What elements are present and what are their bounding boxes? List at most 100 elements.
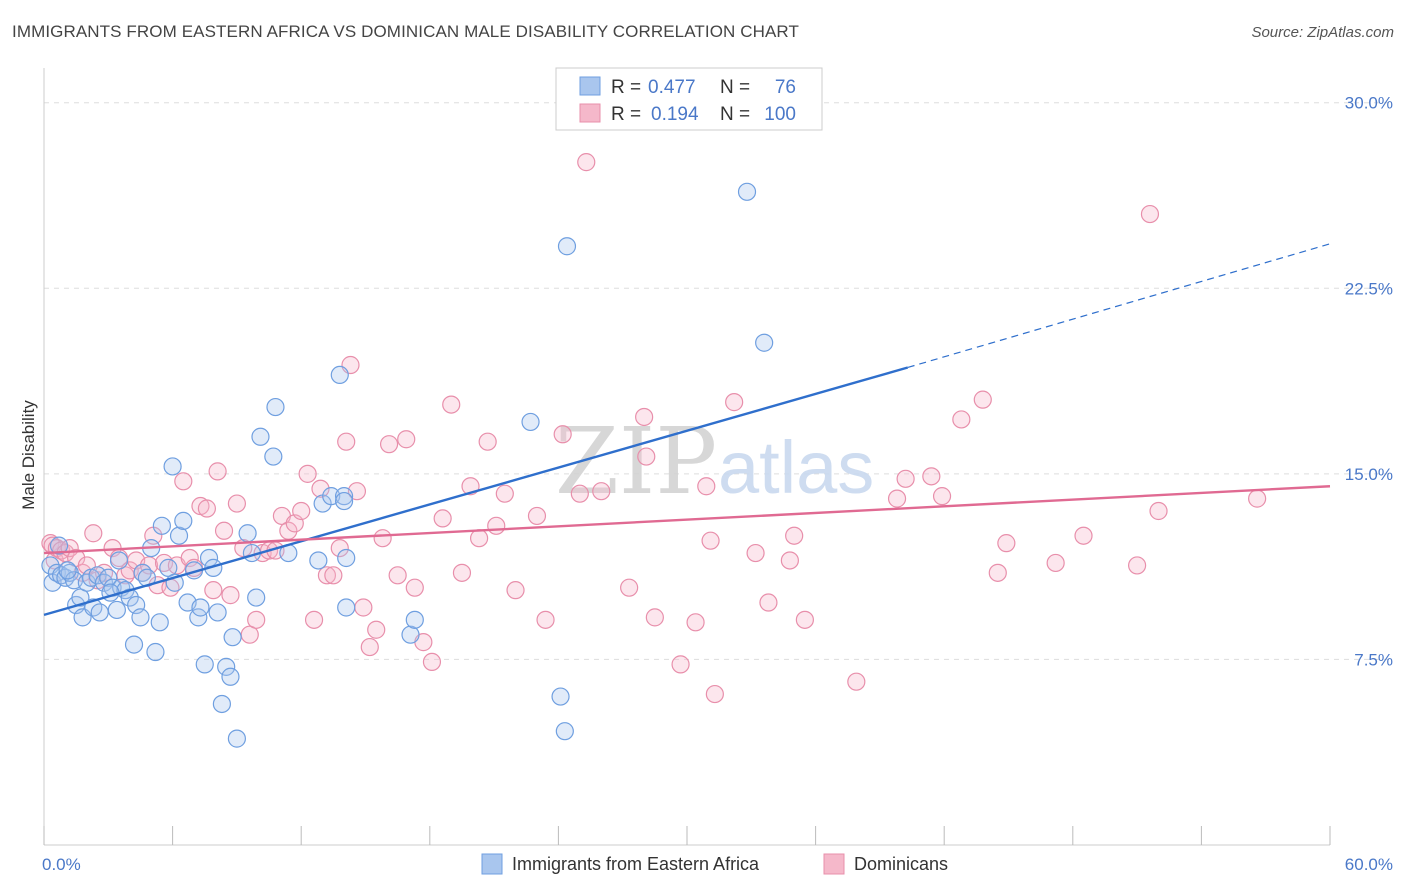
dominicans-point-84 bbox=[686, 613, 705, 632]
dominicans-point-59 bbox=[388, 566, 407, 585]
dominicans-point-72 bbox=[506, 581, 525, 600]
legend-r-value-1: 0.477 bbox=[648, 77, 696, 98]
eastern-africa-point-36 bbox=[174, 511, 193, 530]
dominicans-point-29 bbox=[197, 499, 216, 518]
dominicans-point-99 bbox=[952, 410, 971, 429]
dominicans-point-57 bbox=[373, 529, 392, 548]
dominicans-point-107 bbox=[1149, 501, 1168, 521]
dominicans-point-71 bbox=[495, 484, 514, 503]
eastern-africa-point-53 bbox=[251, 427, 270, 446]
eastern-africa-point-30 bbox=[150, 613, 169, 632]
y-tick-label-3: 30.0% bbox=[1345, 94, 1393, 113]
tick-labels: 7.5% 15.0% 22.5% 30.0% 0.0% 60.0% bbox=[42, 94, 1393, 874]
eastern-africa-point-60 bbox=[330, 365, 349, 385]
legend-r-label-2: R = bbox=[611, 104, 641, 125]
dominicans-point-98 bbox=[932, 487, 952, 506]
eastern-africa-point-41 bbox=[195, 655, 214, 674]
dominicans-point-96 bbox=[896, 469, 915, 488]
dominicans-point-64 bbox=[433, 509, 452, 528]
legend-n-label-1: N = bbox=[720, 77, 750, 98]
dominicans-point-90 bbox=[759, 593, 778, 612]
dominicans-point-73 bbox=[527, 506, 547, 526]
top-legend: R = 0.477 N = 76 R = 0.194 N = 100 bbox=[555, 67, 823, 131]
eastern-africa-point-16 bbox=[99, 568, 118, 587]
eastern-africa-point-64 bbox=[401, 625, 420, 644]
legend-n-value-1: 76 bbox=[775, 77, 796, 98]
eastern-africa-point-50 bbox=[238, 524, 257, 543]
dominicans-point-74 bbox=[536, 610, 555, 629]
eastern-africa-point-52 bbox=[247, 588, 266, 607]
dominicans-point-30 bbox=[204, 581, 223, 600]
eastern-africa-point-72 bbox=[49, 536, 69, 555]
dominicans-point-61 bbox=[405, 578, 424, 597]
dominicans-point-50 bbox=[330, 538, 349, 558]
eastern-africa-point-14 bbox=[90, 603, 109, 622]
dominicans-point-89 bbox=[746, 543, 765, 563]
dominicans-point-78 bbox=[592, 482, 611, 501]
dominicans-point-25 bbox=[174, 472, 193, 491]
bottom-legend-swatch-blue bbox=[481, 853, 503, 875]
dominicans-point-91 bbox=[780, 551, 799, 570]
dominicans-point-82 bbox=[645, 608, 664, 627]
eastern-africa-point-57 bbox=[309, 551, 328, 570]
dominicans-point-49 bbox=[324, 566, 343, 585]
dominicans-point-83 bbox=[671, 655, 690, 674]
dominicans-point-68 bbox=[469, 529, 489, 548]
eastern-africa-point-67 bbox=[551, 687, 570, 706]
eastern-africa-point-22 bbox=[120, 588, 139, 607]
eastern-africa-points bbox=[41, 182, 774, 748]
dominicans-point-70 bbox=[487, 516, 506, 535]
dominicans-point-63 bbox=[422, 652, 442, 672]
dominicans-point-58 bbox=[379, 435, 399, 454]
eastern-africa-point-73 bbox=[58, 561, 77, 580]
dominicans-point-85 bbox=[697, 477, 716, 496]
eastern-africa-point-66 bbox=[521, 412, 540, 432]
eastern-africa-point-35 bbox=[169, 526, 189, 545]
dominicans-point-100 bbox=[973, 390, 992, 409]
dominicans-point-32 bbox=[214, 521, 234, 540]
dominicans-point-56 bbox=[367, 620, 386, 639]
eastern-africa-point-71 bbox=[755, 333, 774, 352]
dominicans-point-94 bbox=[847, 672, 866, 691]
dominicans-point-60 bbox=[397, 430, 416, 449]
dominicans-point-81 bbox=[637, 447, 656, 466]
x-tick-label-0: 0.0% bbox=[42, 855, 81, 874]
dominicans-point-34 bbox=[227, 494, 246, 513]
dominicans-point-105 bbox=[1127, 556, 1147, 575]
y-tick-label-0: 7.5% bbox=[1354, 650, 1393, 669]
dominicans-point-69 bbox=[478, 432, 497, 451]
dominicans-point-87 bbox=[705, 684, 724, 704]
dominicans-point-10 bbox=[84, 524, 103, 543]
dominicans-point-95 bbox=[887, 489, 907, 508]
eastern-africa-point-69 bbox=[557, 237, 577, 256]
dominicans-point-46 bbox=[304, 610, 324, 629]
dominicans-point-86 bbox=[701, 531, 720, 550]
eastern-africa-point-19 bbox=[109, 551, 129, 570]
dominicans-point-44 bbox=[292, 501, 311, 521]
eastern-africa-point-48 bbox=[223, 628, 242, 647]
dominicans-point-54 bbox=[354, 598, 373, 617]
dominicans-point-31 bbox=[208, 462, 227, 481]
eastern-africa-point-47 bbox=[221, 667, 240, 686]
eastern-africa-point-23 bbox=[124, 635, 144, 654]
dominicans-point-108 bbox=[1248, 489, 1267, 508]
dominicans-point-102 bbox=[997, 534, 1016, 553]
eastern-africa-trend-extension bbox=[907, 243, 1331, 369]
dominicans-point-45 bbox=[298, 464, 317, 483]
eastern-africa-point-40 bbox=[191, 598, 210, 617]
eastern-africa-point-44 bbox=[208, 603, 227, 622]
bottom-legend-label-blue: Immigrants from Eastern Africa bbox=[512, 854, 760, 874]
y-tick-label-2: 22.5% bbox=[1345, 279, 1393, 298]
dominicans-point-48 bbox=[317, 566, 337, 585]
eastern-africa-point-63 bbox=[334, 487, 354, 506]
dominicans-point-106 bbox=[1140, 204, 1160, 224]
eastern-africa-point-46 bbox=[217, 657, 236, 676]
dominicans-point-77 bbox=[577, 153, 596, 172]
x-tick-label-1: 60.0% bbox=[1345, 855, 1393, 874]
source-label: Source: ZipAtlas.com bbox=[1251, 24, 1394, 41]
eastern-africa-trend-line bbox=[43, 366, 909, 617]
dominicans-point-97 bbox=[922, 467, 941, 486]
dominicans-point-101 bbox=[988, 563, 1007, 582]
eastern-africa-point-31 bbox=[152, 516, 171, 535]
